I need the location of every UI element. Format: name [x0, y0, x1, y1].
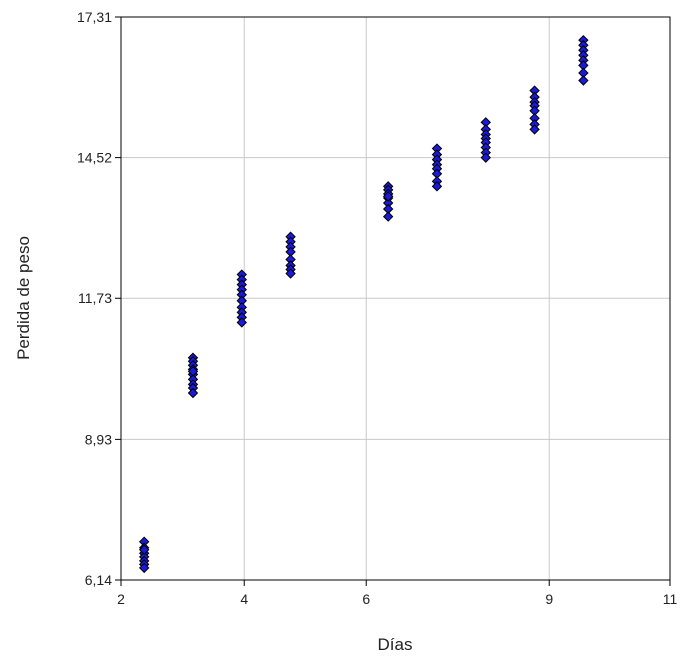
data-point	[480, 152, 491, 163]
grid-lines	[121, 17, 670, 580]
x-tick-label: 11	[663, 591, 678, 607]
data-point	[138, 562, 150, 574]
data-point	[529, 124, 540, 135]
data-point	[382, 211, 394, 222]
y-tick-label: 17,31	[77, 9, 112, 25]
x-tick-label: 6	[362, 591, 370, 607]
data-point	[236, 317, 247, 328]
data-point	[187, 387, 199, 399]
y-tick-label: 14,52	[77, 150, 112, 166]
x-tick-label: 4	[240, 591, 248, 607]
data-point	[578, 75, 589, 86]
y-axis: 6,14 8,93 11,73 14,52 17,31	[77, 9, 121, 588]
x-axis-title: Días	[378, 635, 413, 654]
y-tick-label: 8,93	[85, 431, 112, 447]
x-tick-label: 2	[117, 591, 125, 607]
x-axis: 2 4 6 9 11	[117, 580, 677, 607]
data-points	[138, 34, 589, 574]
data-point	[187, 366, 199, 377]
x-tick-label: 9	[545, 591, 553, 607]
data-point	[138, 544, 150, 555]
y-axis-title: Perdida de peso	[14, 236, 33, 360]
y-tick-label: 6,14	[85, 572, 112, 588]
data-point	[285, 268, 296, 279]
data-point	[431, 181, 443, 192]
data-point	[382, 191, 394, 202]
y-tick-label: 11,73	[78, 290, 112, 306]
